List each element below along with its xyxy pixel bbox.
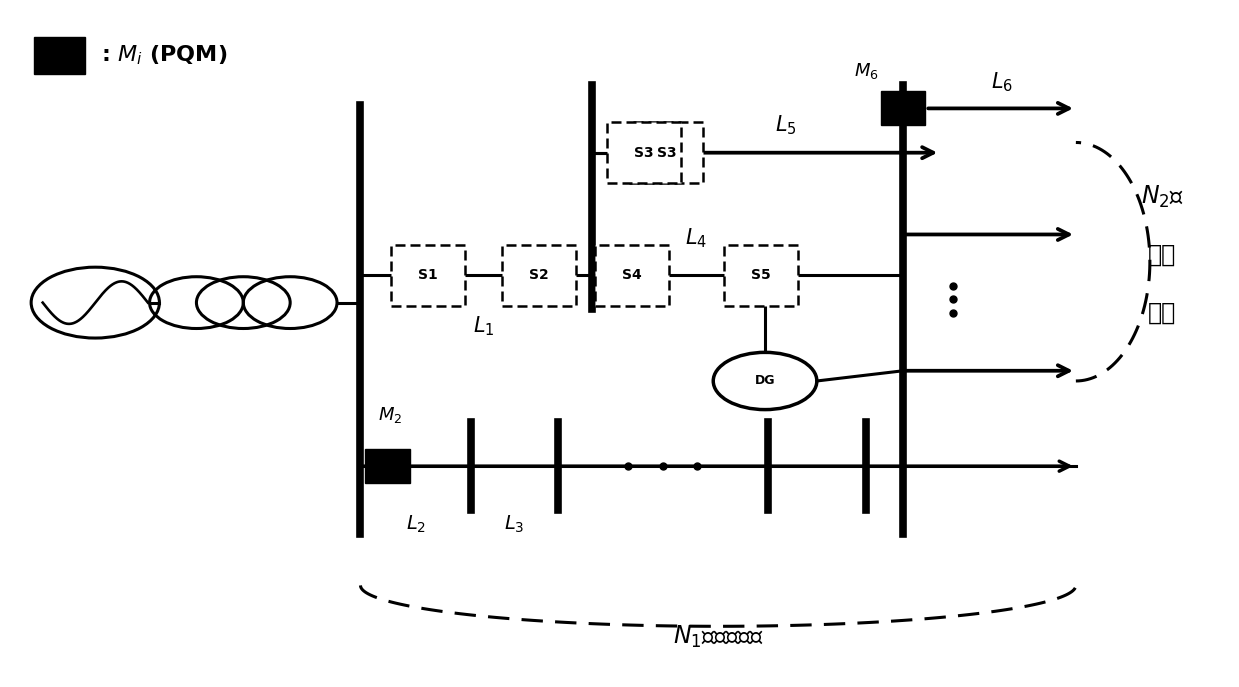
Bar — [366, 449, 410, 483]
Text: S4: S4 — [622, 269, 642, 282]
Text: S5: S5 — [752, 269, 771, 282]
Text: $\mathit{L}_6$: $\mathit{L}_6$ — [991, 71, 1012, 94]
Text: $N_1$条串联线路: $N_1$条串联线路 — [673, 623, 763, 650]
Text: $N_2$条: $N_2$条 — [1141, 184, 1183, 210]
Text: 并联: 并联 — [1149, 243, 1176, 267]
Text: $\mathit{M}_6$: $\mathit{M}_6$ — [854, 61, 878, 81]
FancyBboxPatch shape — [392, 245, 466, 306]
Text: S3: S3 — [634, 146, 654, 159]
FancyBboxPatch shape — [725, 245, 798, 306]
Text: : $\mathit{M_i}$ (PQM): : $\mathit{M_i}$ (PQM) — [102, 43, 228, 67]
Text: 线路: 线路 — [1149, 301, 1176, 325]
Text: $\mathit{L}_5$: $\mathit{L}_5$ — [776, 113, 797, 137]
Text: S2: S2 — [529, 269, 549, 282]
Text: S1: S1 — [419, 269, 439, 282]
Text: $\mathit{M}_2$: $\mathit{M}_2$ — [378, 405, 403, 425]
FancyBboxPatch shape — [607, 122, 681, 183]
Bar — [881, 91, 926, 126]
FancyBboxPatch shape — [595, 245, 669, 306]
Bar — [33, 37, 85, 74]
Text: DG: DG — [755, 374, 776, 387]
Text: $\mathit{L}_2$: $\mathit{L}_2$ — [406, 513, 426, 534]
Text: $\mathit{L}_3$: $\mathit{L}_3$ — [504, 513, 525, 534]
Text: $\mathit{L}_4$: $\mathit{L}_4$ — [685, 226, 707, 249]
FancyBboxPatch shape — [502, 245, 576, 306]
FancyBboxPatch shape — [629, 122, 704, 183]
Text: S3: S3 — [657, 146, 676, 159]
Text: $\mathit{L}_1$: $\mathit{L}_1$ — [473, 315, 494, 338]
